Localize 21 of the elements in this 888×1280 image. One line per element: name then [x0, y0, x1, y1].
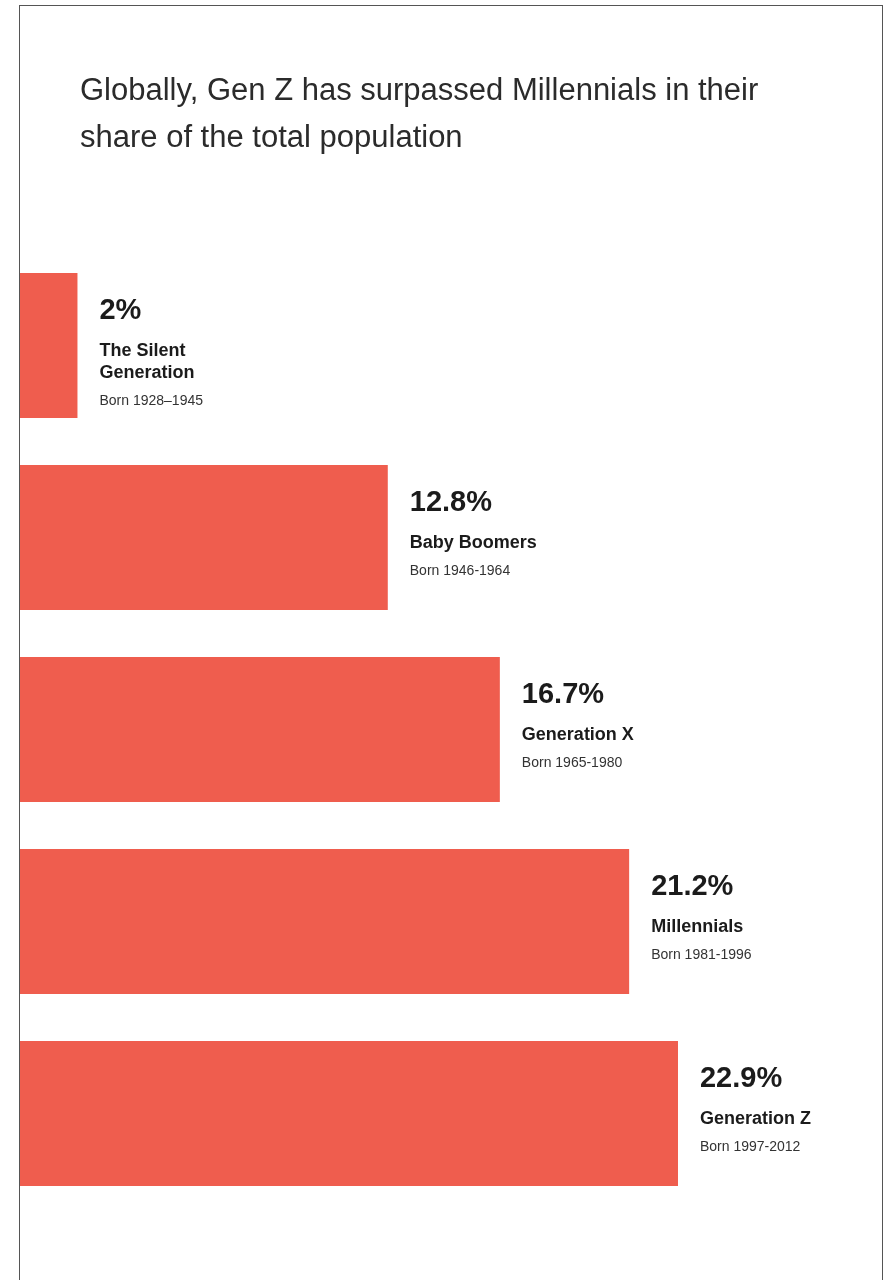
data-label: 2% — [99, 293, 142, 325]
data-label: 16.7% — [521, 677, 605, 709]
bar — [20, 657, 500, 802]
bar — [20, 465, 388, 610]
annotation: Born 1965-1980 — [521, 754, 623, 770]
bar — [20, 849, 630, 994]
data-label: 12.8% — [409, 485, 493, 517]
data-label: 22.9% — [699, 1061, 783, 1093]
annotation: Born 1928–1945 — [99, 392, 204, 408]
y-tick-label: Millennials — [651, 916, 744, 936]
y-tick-label: Generation X — [521, 724, 634, 744]
bar — [20, 273, 78, 418]
y-tick-label: The Silent Generation — [99, 340, 195, 382]
bar — [20, 1041, 678, 1186]
annotation: Born 1981-1996 — [651, 946, 752, 962]
chart-title: Globally, Gen Z has surpassed Millennials in their share of the total population — [80, 71, 760, 156]
annotation: Born 1946-1964 — [409, 562, 511, 578]
data-label: 21.2% — [651, 869, 734, 901]
y-tick-label: Generation Z — [699, 1108, 812, 1128]
y-tick-label: Baby Boomers — [409, 532, 537, 552]
annotation: Born 1997-2012 — [699, 1138, 801, 1154]
